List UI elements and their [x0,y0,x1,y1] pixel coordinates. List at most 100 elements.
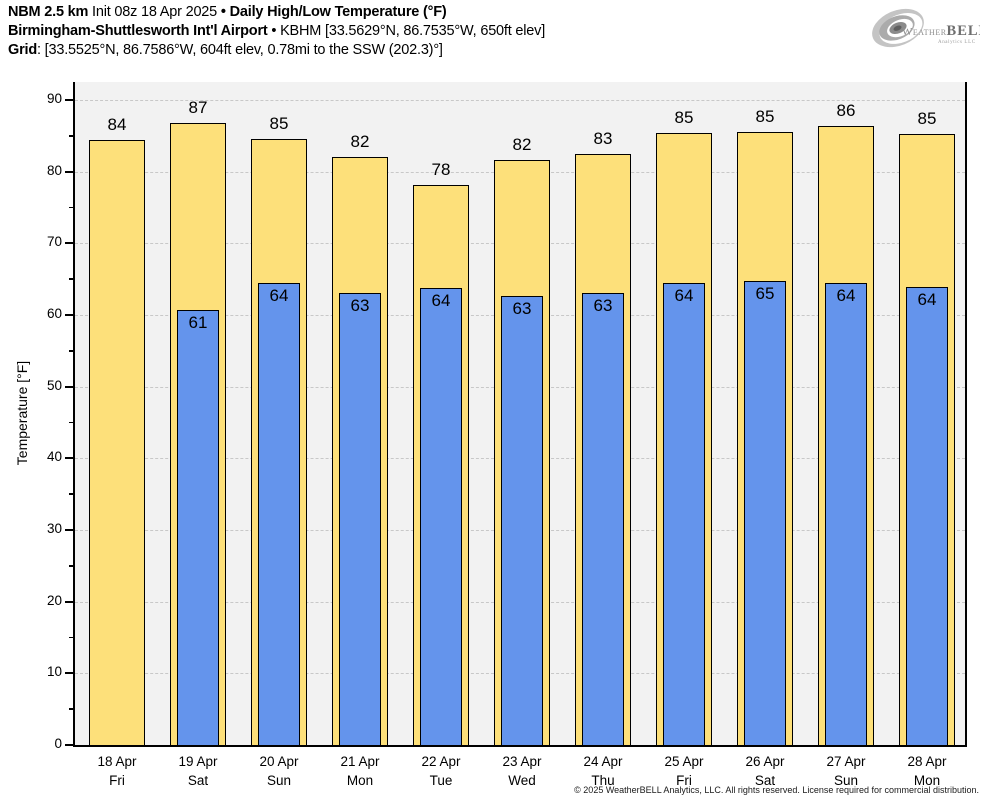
y-tick-label: 80 [46,162,62,178]
x-tick-date: 21 Apr [340,754,380,769]
low-bar [906,287,948,745]
x-tick-date: 19 Apr [178,754,218,769]
high-value-label: 85 [674,107,694,127]
y-tick [65,528,73,531]
y-minor-tick [69,636,73,639]
y-minor-tick [69,350,73,352]
y-tick-label: 0 [54,736,62,751]
high-value-label: 82 [512,135,532,155]
y-tick-label: 30 [46,520,62,536]
x-tick-day: Wed [508,773,536,788]
x-tick-date: 23 Apr [502,754,542,769]
x-tick-date: 24 Apr [583,754,623,769]
grid-label: Grid [8,41,38,58]
separator-dot: • [220,4,226,20]
x-tick-day: Mon [913,773,941,788]
y-tick [65,600,73,603]
high-value-label: 85 [917,108,937,128]
high-value-label: 86 [836,100,856,120]
gridline [75,99,965,101]
high-value-label: 78 [431,160,451,180]
y-tick [65,170,73,173]
x-tick-day: Fri [109,773,125,788]
logo-subtitle: Analytics LLC [938,40,976,45]
y-axis-label: Temperature [°F] [14,360,30,466]
x-tick-label: 21 Apr Mon [315,752,405,790]
x-tick-date: 20 Apr [259,754,299,769]
low-bar [501,295,543,745]
y-tick-label: 40 [46,449,62,465]
y-minor-tick [69,708,73,710]
x-tick-label: 27 Apr Sun [801,752,891,790]
chart-header: NBM 2.5 km Init 08z 18 Apr 2025 • Daily … [8,3,545,59]
header-line-2: Birmingham-Shuttlesworth Int'l Airport •… [8,22,545,41]
x-tick-date: 27 Apr [826,754,866,769]
low-bar [177,309,219,745]
x-tick-label: 19 Apr Sat [153,752,243,790]
low-value-label: 64 [836,286,856,306]
low-bar [663,282,705,745]
y-tick [65,98,73,101]
x-tick-day: Sun [833,773,859,788]
x-tick-day: Sun [266,773,292,788]
y-minor-tick [69,565,73,567]
low-bar [582,292,624,745]
y-tick-label: 60 [46,305,62,321]
low-bar [825,283,867,745]
low-bar [339,293,381,745]
low-value-label: 64 [917,289,937,309]
header-line-3: Grid: [33.5525°N, 86.7586°W, 604ft elev,… [8,41,545,60]
station-name: Birmingham-Shuttlesworth Int'l Airport [8,22,268,39]
x-tick-label: 18 Apr Fri [72,752,162,790]
high-value-label: 82 [350,131,370,151]
copyright-text: © 2025 WeatherBELL Analytics, LLC. All r… [574,785,979,795]
low-value-label: 63 [350,296,370,316]
x-tick-date: 22 Apr [421,754,461,769]
y-tick-label: 20 [46,592,62,608]
x-tick-date: 25 Apr [664,754,704,769]
low-value-label: 63 [512,298,532,318]
x-tick-label: 28 Apr Mon [882,752,972,790]
low-bar [744,280,786,745]
low-value-label: 63 [593,295,613,315]
x-tick-day: Mon [346,773,374,788]
low-value-label: 61 [188,312,208,332]
model-name: NBM 2.5 km [8,4,89,20]
y-tick-label: 90 [46,90,62,106]
x-tick-day: Sat [754,773,776,788]
init-time: Init 08z 18 Apr 2025 [92,4,218,20]
y-minor-tick [69,421,73,424]
high-value-label: 85 [755,107,775,127]
header-line-1: NBM 2.5 km Init 08z 18 Apr 2025 • Daily … [8,3,545,22]
low-value-label: 64 [431,291,451,311]
x-tick-day: Sat [187,773,209,788]
station-details: • KBHM [33.5629°N, 86.7535°W, 650ft elev… [271,22,546,39]
weatherbell-logo: WeatherBELL Analytics LLC [868,2,984,54]
high-value-label: 87 [188,97,208,117]
y-tick-label: 50 [46,377,62,393]
low-value-label: 64 [269,286,289,306]
svg-text:WeatherBELL: WeatherBELL [902,23,980,39]
y-minor-tick [69,278,73,280]
chart-title: Daily High/Low Temperature (°F) [229,4,447,20]
y-tick [65,313,73,316]
high-value-label: 84 [107,115,127,135]
x-tick-label: 25 Apr Fri [639,752,729,790]
x-tick-label: 24 Apr Thu [558,752,648,790]
y-tick [65,672,73,675]
grid-details: : [33.5525°N, 86.7586°W, 604ft elev, 0.7… [37,41,443,58]
high-value-label: 85 [269,113,289,133]
high-bar [89,140,145,745]
x-tick-label: 26 Apr Sat [720,752,810,790]
x-tick-label: 23 Apr Wed [477,752,567,790]
logo-bell-text: BELL [947,23,980,39]
x-tick-label: 22 Apr Tue [396,752,486,790]
y-tick-label: 10 [46,664,62,680]
y-minor-tick [69,135,73,137]
hurricane-swirl-icon: WeatherBELL Analytics LLC [872,8,984,48]
low-bar [420,288,462,745]
x-tick-day: Thu [591,773,615,788]
y-tick-label: 70 [46,234,62,250]
x-tick-date: 18 Apr [97,754,137,769]
